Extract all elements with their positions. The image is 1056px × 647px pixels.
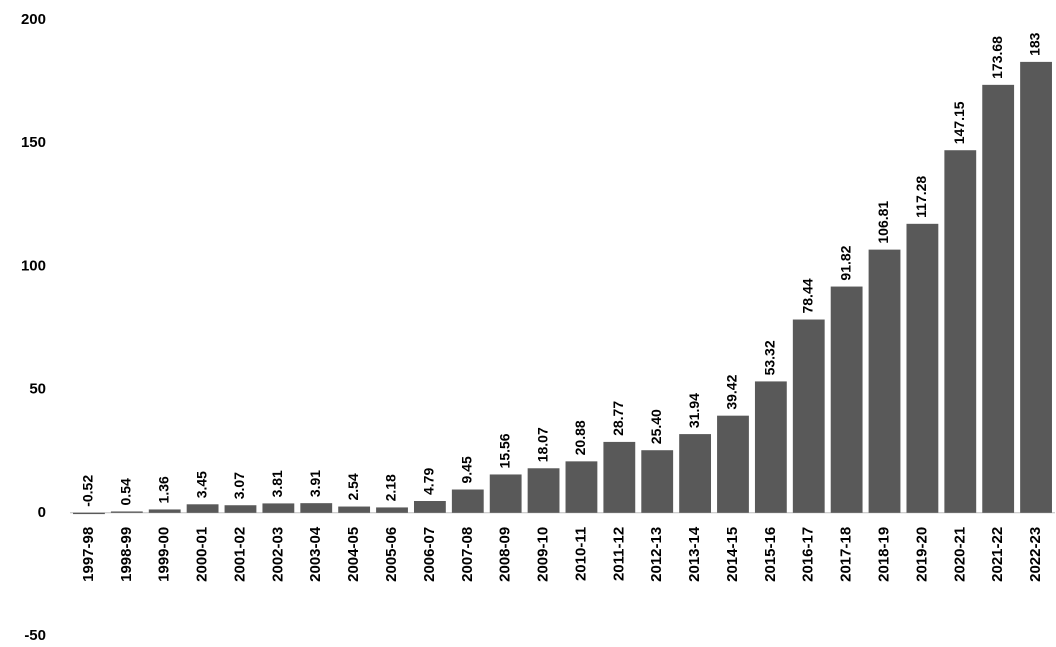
value-label: 0.54 [118, 478, 134, 505]
x-tick-label: 2008-09 [497, 527, 514, 582]
value-label: 183 [1027, 32, 1043, 56]
x-tick-label: 2012-13 [648, 527, 665, 582]
bar [148, 509, 181, 513]
x-tick-label: 1997-98 [80, 527, 97, 582]
bar [527, 468, 560, 513]
value-label: 147.15 [951, 101, 967, 144]
value-label: 25.40 [648, 409, 664, 444]
value-label: 39.42 [724, 374, 740, 409]
value-label: 3.91 [307, 470, 323, 497]
x-tick-label: 2007-08 [459, 527, 476, 582]
value-label: 106.81 [875, 201, 891, 244]
x-tick-label: 2016-17 [800, 527, 817, 582]
x-tick-label: 1999-00 [156, 527, 173, 582]
x-tick-label: 2011-12 [610, 527, 627, 581]
bar [717, 415, 749, 513]
x-tick-label: 2009-10 [535, 527, 552, 582]
value-label: 15.56 [496, 433, 512, 468]
x-tick-label: 2005-06 [383, 527, 400, 582]
bar [451, 489, 484, 513]
value-label: 9.45 [458, 456, 474, 483]
bar [338, 506, 371, 513]
value-label: 117.28 [913, 176, 929, 218]
x-tick-label: 2022-23 [1027, 527, 1044, 582]
bar [262, 503, 295, 513]
y-tick-label: -50 [24, 627, 46, 644]
y-tick-label: 100 [21, 257, 46, 274]
value-label: 3.81 [269, 470, 285, 497]
y-tick-label: 50 [29, 381, 46, 398]
bar [224, 505, 257, 513]
bar [413, 500, 446, 513]
x-tick-label: 2021-22 [989, 527, 1006, 582]
x-tick-label: 2018-19 [875, 527, 892, 582]
value-label: 20.88 [572, 420, 588, 455]
value-label: 173.68 [989, 36, 1005, 79]
x-tick-label: 2001-02 [231, 527, 248, 582]
bar [489, 474, 522, 513]
value-label: 28.77 [610, 401, 626, 436]
value-label: 53.32 [762, 340, 778, 375]
value-label: 2.18 [383, 474, 399, 501]
x-tick-label: 2020-21 [951, 527, 968, 582]
x-tick-label: 1998-99 [118, 527, 135, 582]
bar [830, 286, 863, 513]
bar [868, 249, 901, 513]
y-tick-label: 0 [38, 504, 46, 521]
x-tick-label: 2003-04 [307, 526, 324, 582]
bar [376, 507, 408, 513]
value-label: 1.36 [155, 476, 171, 503]
x-tick-label: 2019-20 [913, 527, 930, 582]
bar [73, 512, 105, 515]
bar [110, 511, 143, 513]
bar [679, 434, 712, 513]
value-label: 4.79 [421, 468, 437, 495]
value-label: 3.45 [193, 471, 209, 498]
bar [603, 441, 636, 513]
value-label: 31.94 [686, 393, 702, 428]
bar [982, 84, 1015, 513]
bar [565, 461, 598, 513]
bar [792, 319, 825, 513]
value-label: 18.07 [534, 427, 550, 462]
x-tick-label: 2006-07 [421, 527, 438, 582]
value-label: 78.44 [799, 278, 815, 313]
bar [1020, 61, 1052, 513]
bar [944, 150, 977, 513]
value-label: 3.07 [231, 472, 247, 499]
value-label: 2.54 [345, 473, 361, 500]
x-tick-label: 2015-16 [762, 527, 779, 582]
x-tick-label: 2002-03 [269, 527, 286, 582]
x-tick-label: 2017-18 [838, 527, 855, 582]
y-tick-label: 200 [21, 11, 46, 28]
bar [641, 450, 674, 513]
bar [300, 503, 333, 513]
x-tick-label: 2000-01 [194, 527, 211, 582]
x-tick-label: 2010-11 [572, 527, 589, 581]
x-tick-label: 2014-15 [724, 527, 741, 582]
x-tick-label: 2013-14 [686, 526, 703, 582]
value-label: -0.52 [80, 475, 96, 507]
y-tick-label: 150 [21, 134, 46, 151]
bar [754, 381, 787, 513]
x-tick-label: 2004-05 [345, 527, 362, 582]
bar [906, 223, 939, 513]
bar [186, 504, 219, 513]
value-label: 91.82 [837, 245, 853, 280]
